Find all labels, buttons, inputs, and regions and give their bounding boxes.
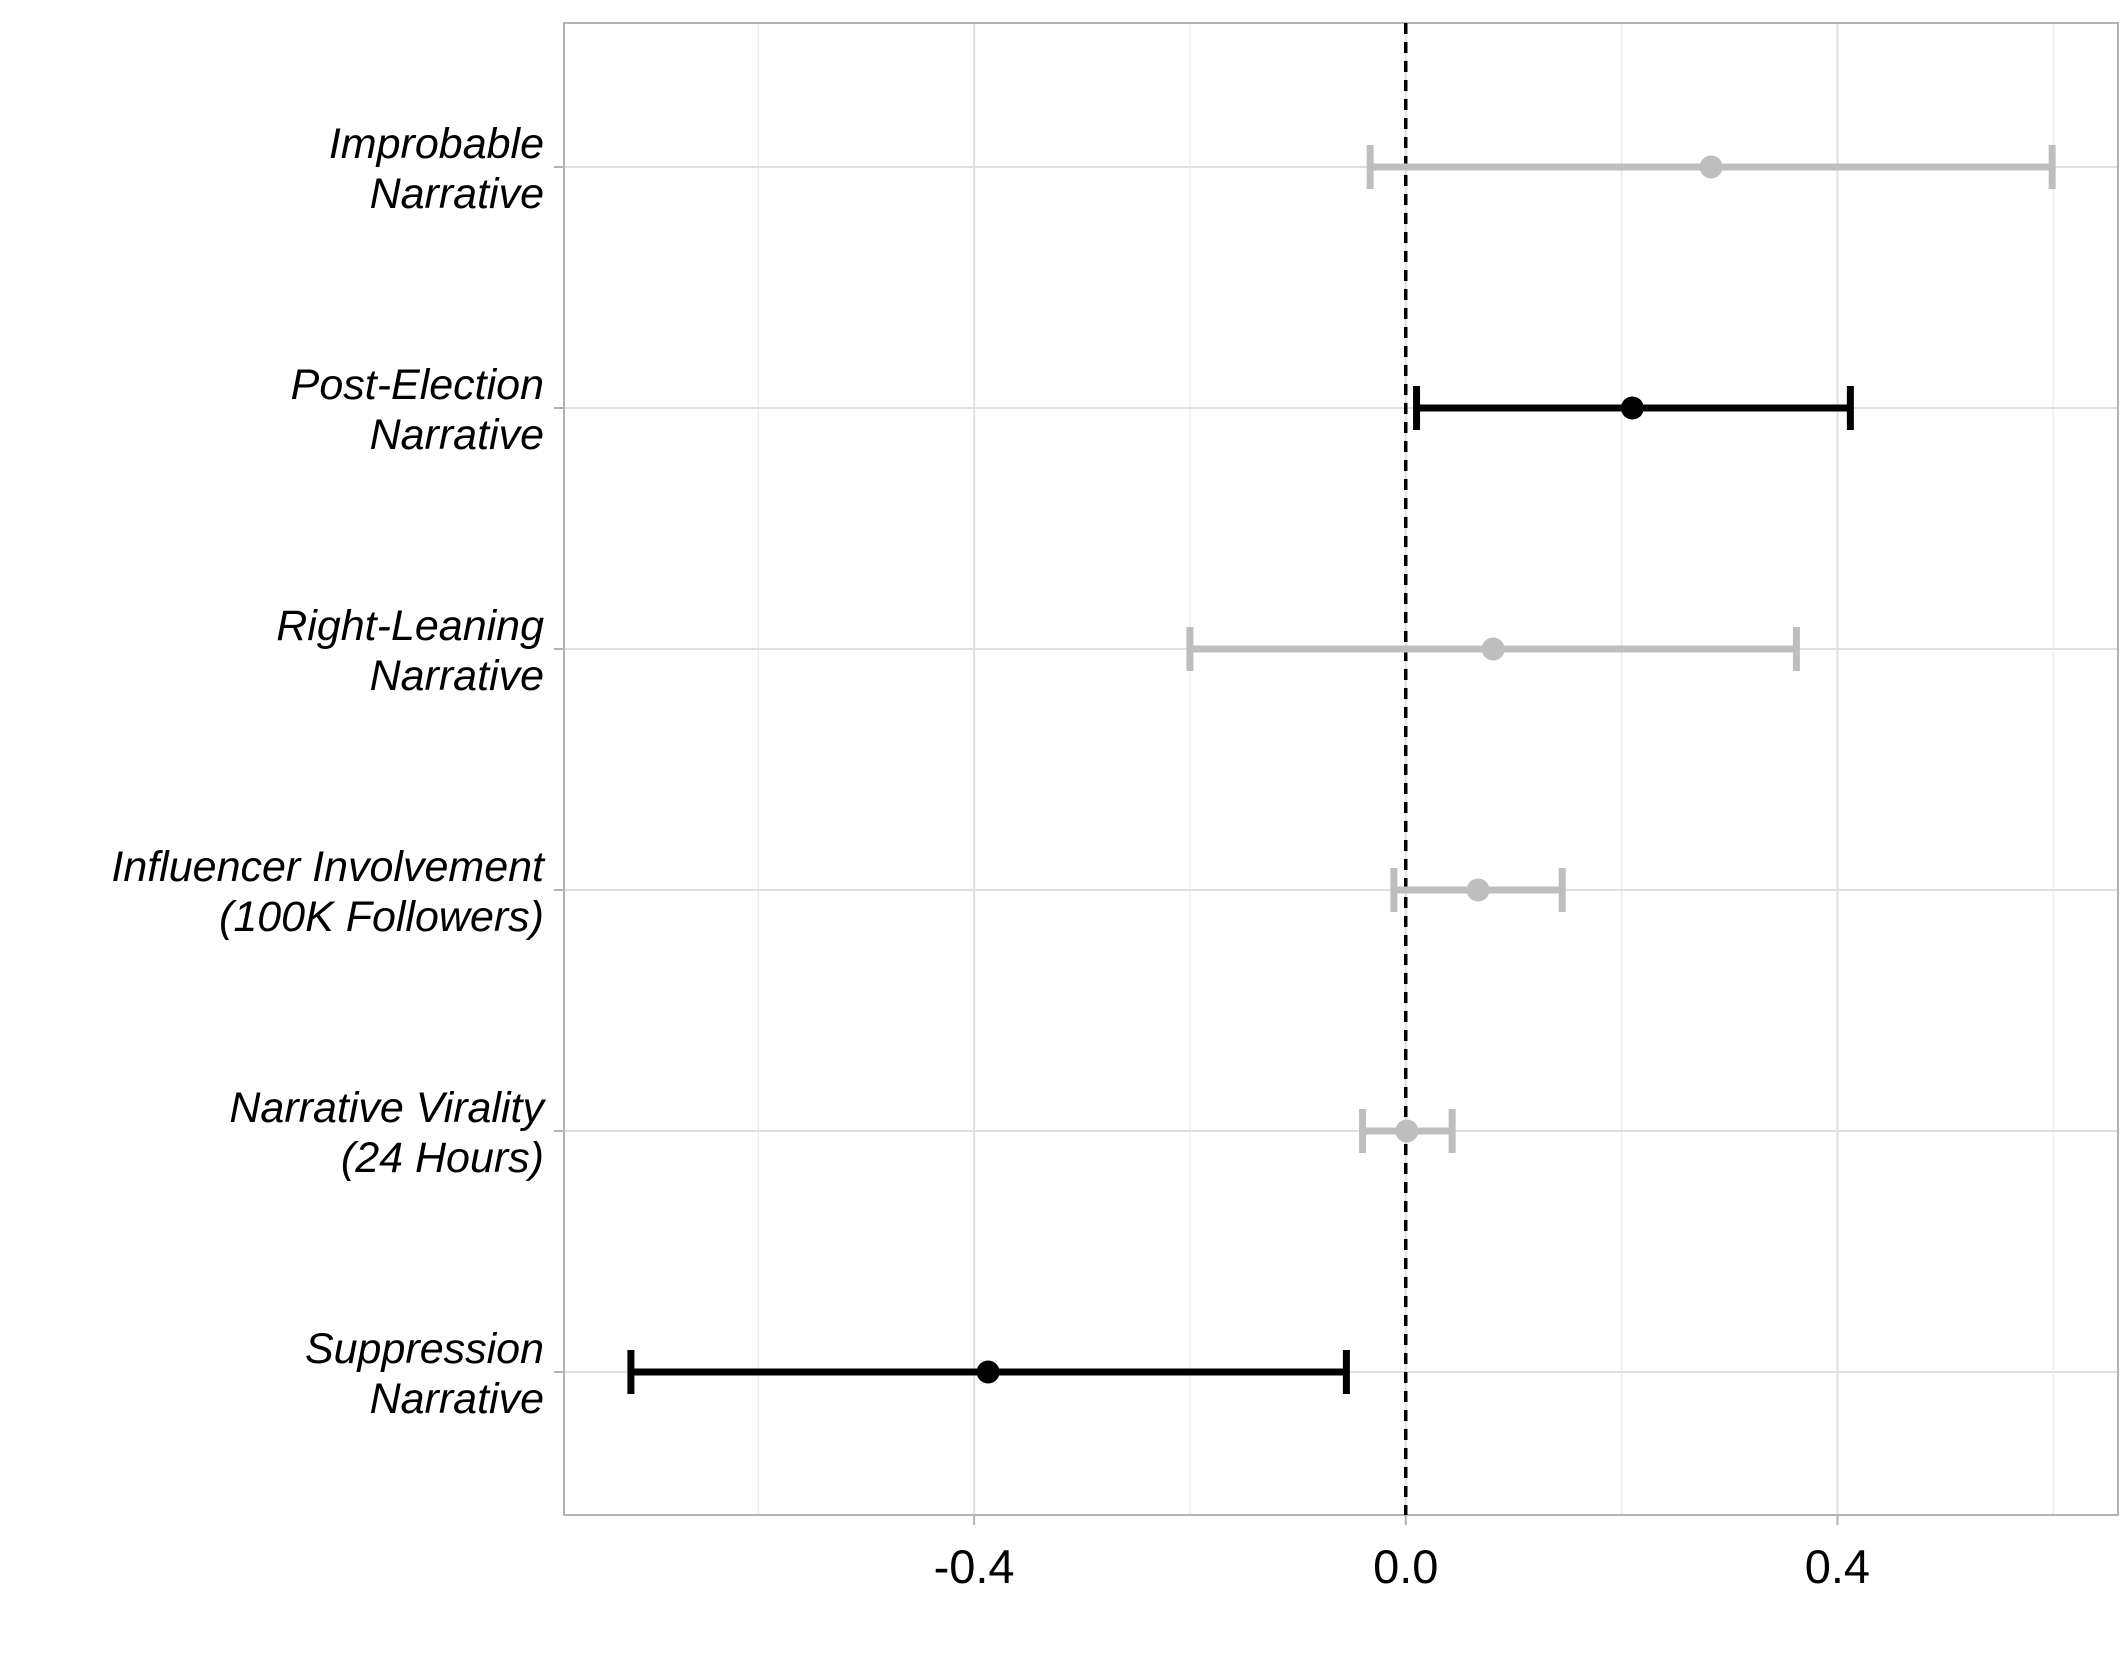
y-tick-label: Influencer Involvement (100K Followers) [111, 843, 546, 941]
y-tick-label-line: Post-Election [291, 361, 544, 409]
point-estimate [1620, 396, 1644, 420]
estimate-row [1359, 1109, 1456, 1153]
y-tick-label: Post-Election Narrative [291, 361, 544, 459]
estimate-row [1413, 386, 1854, 430]
x-tick-label: -0.4 [934, 1540, 1015, 1593]
point-estimate [1466, 878, 1490, 902]
x-tick-label: 0.0 [1373, 1540, 1438, 1593]
panel-border [563, 22, 2119, 1516]
point-estimate [976, 1360, 1000, 1384]
point-estimate [1481, 637, 1505, 661]
point-estimate [1395, 1119, 1419, 1143]
y-tick-label-line: Suppression [305, 1325, 544, 1373]
y-tick-label-line: Narrative [370, 170, 544, 218]
estimate-row [1366, 145, 2056, 189]
grid-layer [564, 23, 2118, 1515]
y-tick-label-line: Right-Leaning [276, 602, 544, 650]
y-tick-label-line: Narrative [370, 652, 544, 700]
estimate-row [1390, 868, 1566, 912]
x-tick-labels: -0.4 0.0 0.4 [934, 1515, 1870, 1593]
y-tick-label-line: (24 Hours) [341, 1134, 544, 1182]
x-tick-label: 0.4 [1805, 1540, 1870, 1593]
y-tick-label: Right-Leaning Narrative [276, 602, 544, 700]
y-tick-label: Improbable Narrative [329, 120, 544, 218]
y-tick-label-line: (100K Followers) [219, 893, 544, 941]
estimate-row [1186, 627, 1800, 671]
y-tick-label: Narrative Virality (24 Hours) [229, 1084, 546, 1182]
estimate-row [627, 1350, 1350, 1394]
y-tick-label-line: Improbable [329, 120, 544, 168]
y-tick-label-line: Narrative [370, 411, 544, 459]
point-estimate [1699, 155, 1723, 179]
y-tick-label-line: Influencer Involvement [111, 843, 546, 891]
estimates-layer [627, 145, 2056, 1394]
y-tick-label: Suppression Narrative [305, 1325, 544, 1423]
y-tick-label-line: Narrative Virality [229, 1084, 546, 1132]
y-tick-label-line: Narrative [370, 1375, 544, 1423]
